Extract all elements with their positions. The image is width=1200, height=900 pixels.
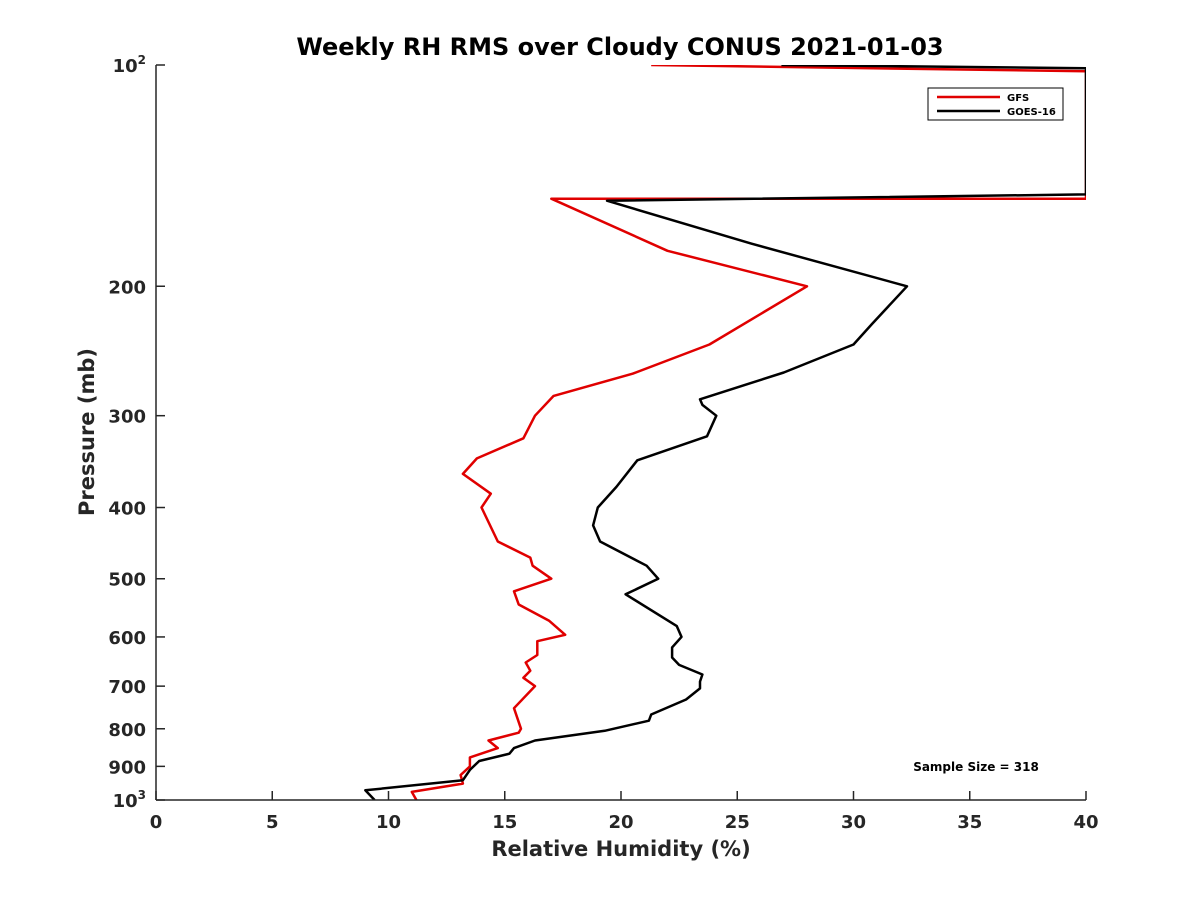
x-tick-label: 5 xyxy=(266,812,279,833)
y-tick-label: 400 xyxy=(108,499,146,520)
y-tick-label: 700 xyxy=(108,677,146,698)
x-tick-label: 40 xyxy=(1073,812,1098,833)
legend-box xyxy=(927,87,1064,121)
x-axis-label: Relative Humidity (%) xyxy=(491,837,750,861)
y-tick-base: 10 xyxy=(113,56,138,77)
y-tick-label: 600 xyxy=(108,628,146,649)
x-tick-label: 0 xyxy=(150,812,163,833)
y-tick-label: 200 xyxy=(108,277,146,298)
x-tick-label: 15 xyxy=(492,812,517,833)
y-tick-label: 102 xyxy=(113,53,146,77)
x-tick-label: 35 xyxy=(957,812,982,833)
x-tick-label: 10 xyxy=(376,812,401,833)
chart-title: Weekly RH RMS over Cloudy CONUS 2021-01-… xyxy=(296,33,943,61)
y-tick-exponent: 3 xyxy=(138,788,146,802)
legend-label-goes16: GOES-16 xyxy=(1007,107,1056,118)
legend-label-gfs: GFS xyxy=(1007,93,1029,104)
y-tick-label: 500 xyxy=(108,570,146,591)
y-tick-exponent: 2 xyxy=(138,53,146,67)
y-tick-base: 10 xyxy=(113,791,138,812)
legend: GFS GOES-16 xyxy=(927,87,1064,121)
y-tick-label: 900 xyxy=(108,757,146,778)
x-tick-label: 25 xyxy=(725,812,750,833)
x-axis-ticks: 0 5 10 15 20 25 30 35 40 xyxy=(150,791,1099,833)
y-tick-label: 800 xyxy=(108,720,146,741)
x-tick-label: 20 xyxy=(608,812,633,833)
y-axis-label: Pressure (mb) xyxy=(75,348,99,516)
x-tick-label: 30 xyxy=(841,812,866,833)
y-tick-label: 300 xyxy=(108,407,146,428)
y-tick-label: 103 xyxy=(113,788,146,812)
series-line-gfs xyxy=(410,65,1086,800)
series-layer xyxy=(364,65,1086,800)
series-line-goes16 xyxy=(364,65,1086,800)
sample-size-annotation: Sample Size = 318 xyxy=(913,760,1039,774)
